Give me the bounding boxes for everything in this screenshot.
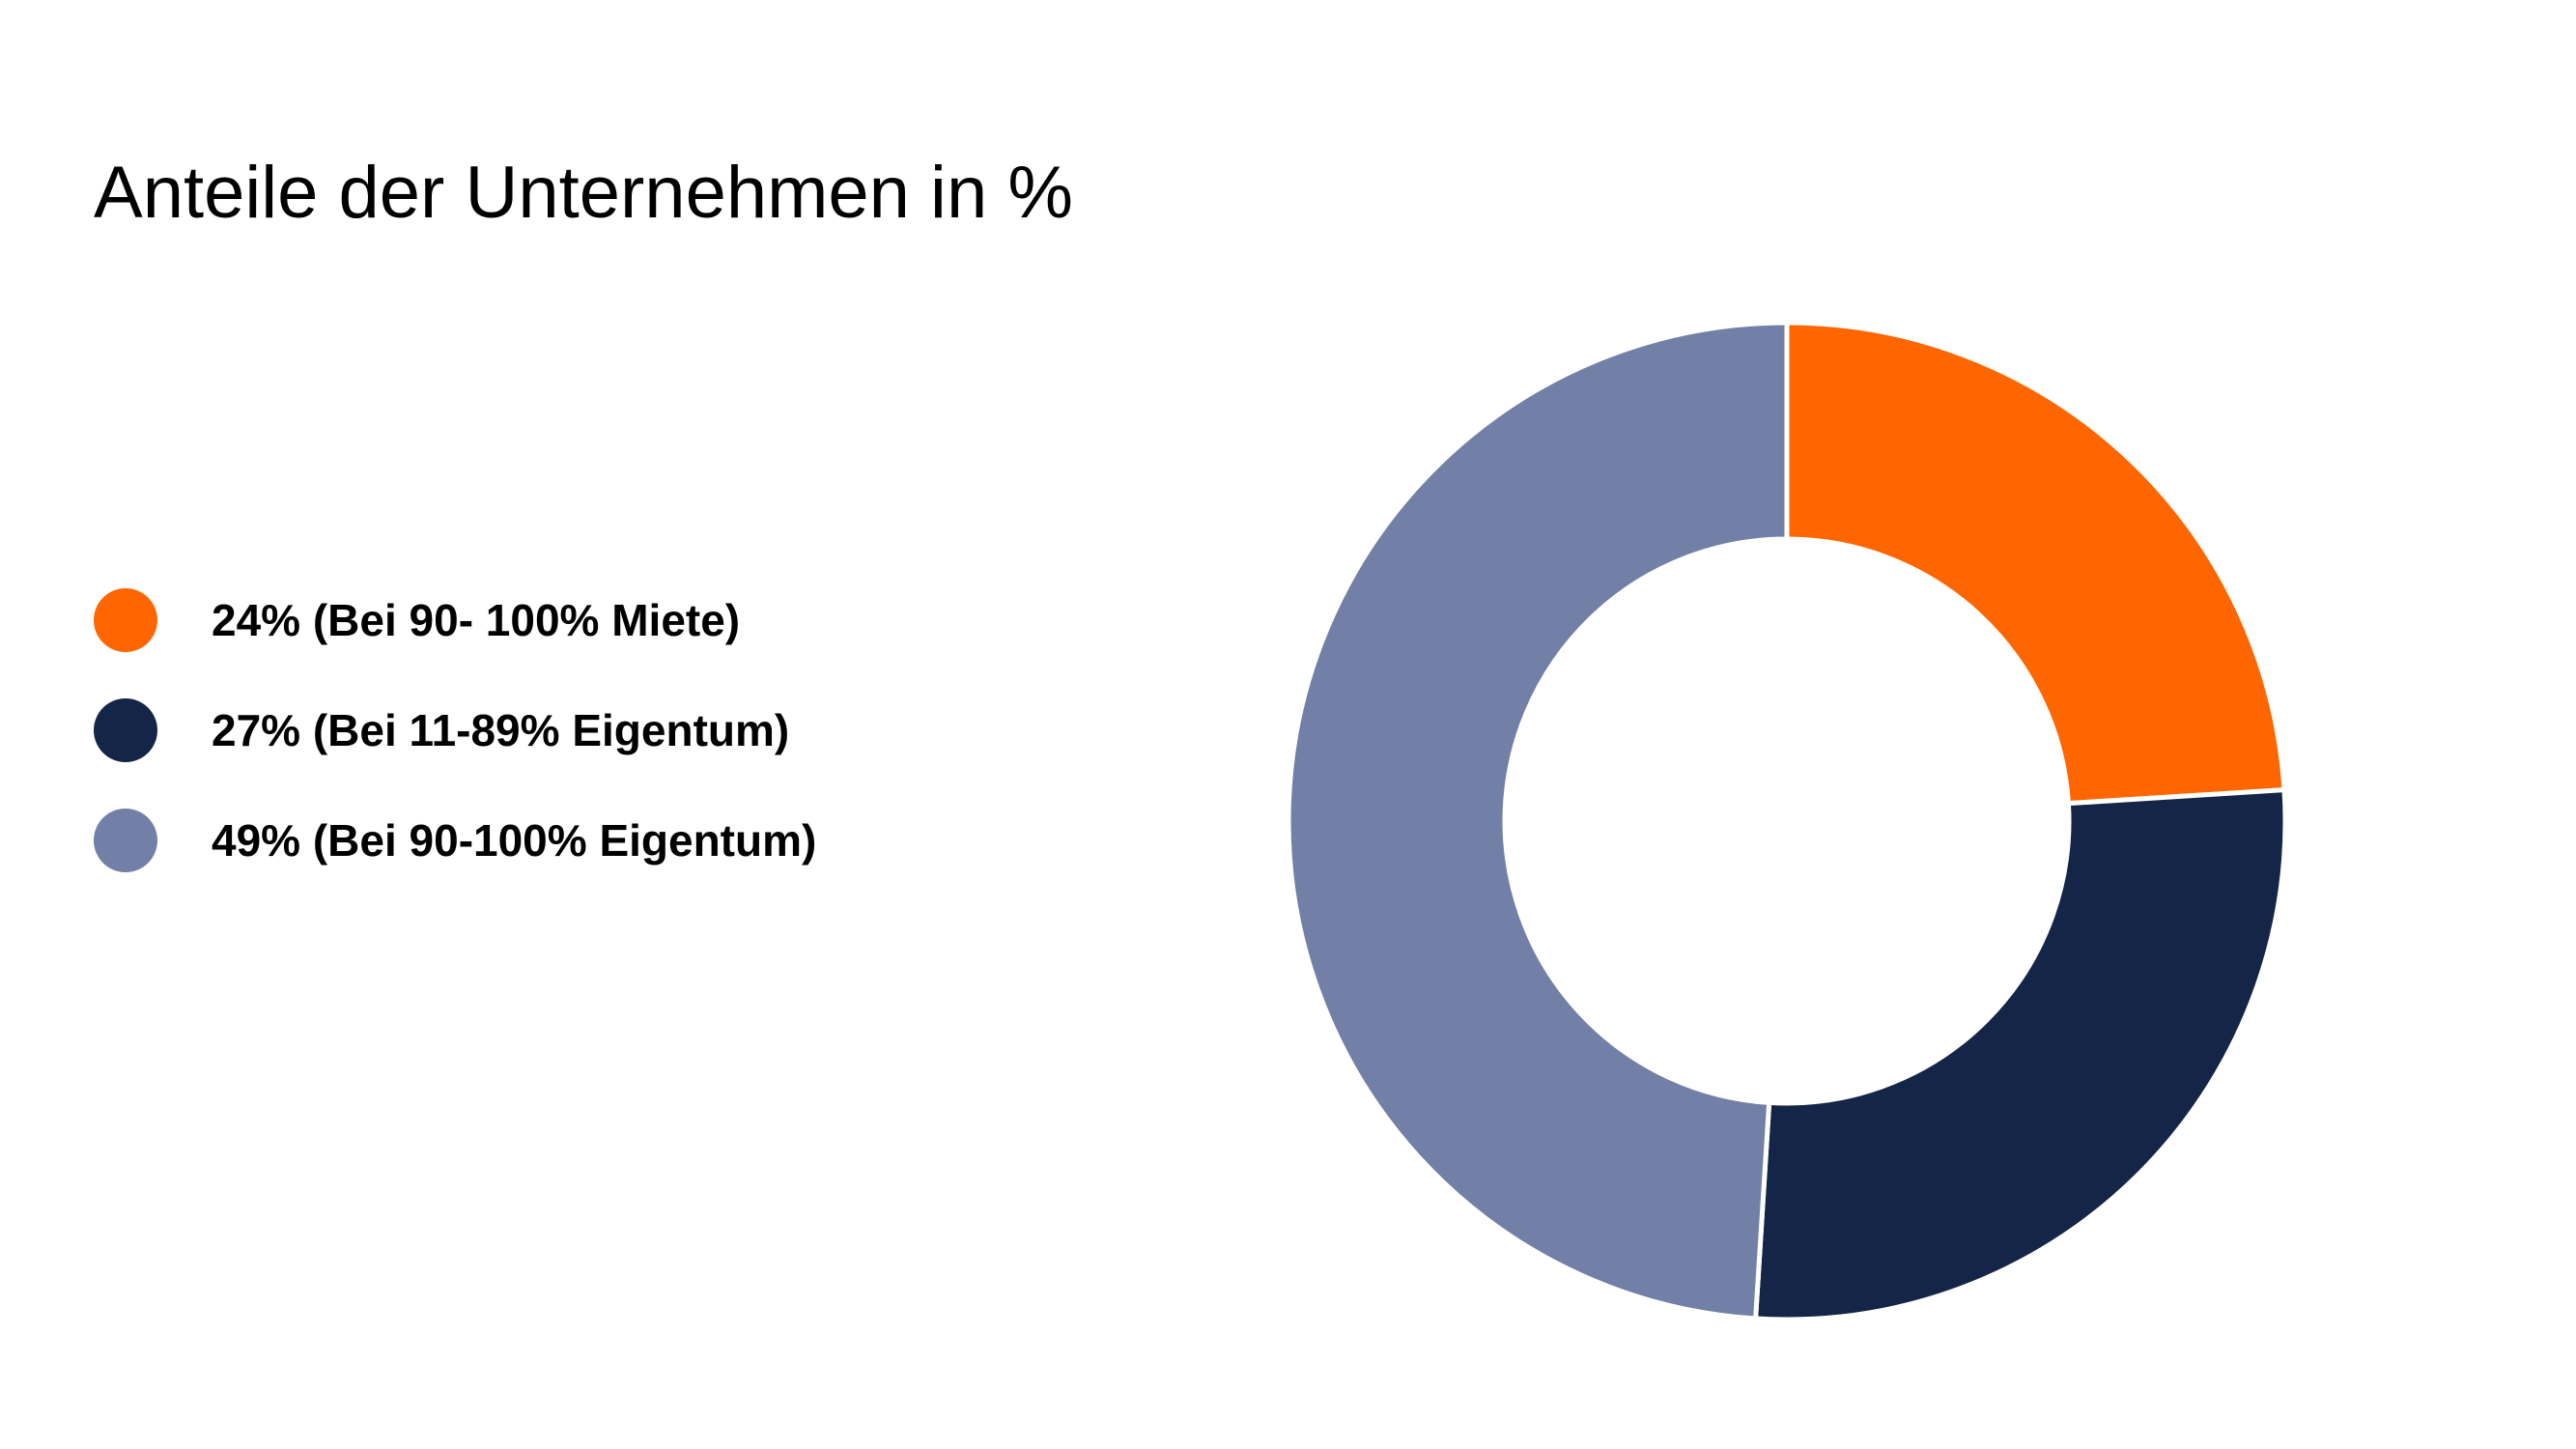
- donut-slices: [1286, 320, 2288, 1322]
- donut-slice-0: [1784, 320, 2287, 807]
- legend-label: 49% (Bei 90-100% Eigentum): [212, 815, 817, 866]
- legend-color-dot: [94, 809, 157, 872]
- donut-slice-2: [1286, 320, 1790, 1321]
- donut-chart: [1286, 320, 2288, 1322]
- chart-title: Anteile der Unternehmen in %: [94, 152, 1073, 234]
- legend-item-eigentum-voll: 49% (Bei 90-100% Eigentum): [94, 808, 1060, 873]
- legend-label: 24% (Bei 90- 100% Miete): [212, 595, 741, 645]
- legend: 24% (Bei 90- 100% Miete) 27% (Bei 11-89%…: [94, 587, 1060, 918]
- legend-item-miete: 24% (Bei 90- 100% Miete): [94, 587, 1060, 653]
- donut-slice-1: [1752, 786, 2288, 1322]
- legend-color-dot: [94, 588, 157, 652]
- legend-label: 27% (Bei 11-89% Eigentum): [212, 705, 790, 755]
- legend-item-eigentum-teilweise: 27% (Bei 11-89% Eigentum): [94, 697, 1060, 763]
- legend-color-dot: [94, 698, 157, 762]
